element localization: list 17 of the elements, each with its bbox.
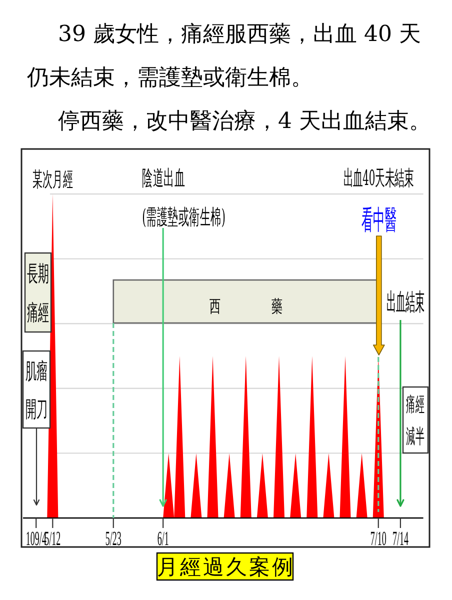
text: 西藥 xyxy=(209,298,282,317)
x-tick-label: 6/1 xyxy=(157,528,169,550)
x-tick-label: 7/14 xyxy=(392,528,409,550)
x-tick-label: 109/4 xyxy=(26,528,46,550)
ref-line-label: 陰道出血 (需護墊或衛生棉) xyxy=(142,166,226,230)
annotation: 某次月經 xyxy=(32,167,73,192)
chart-title: 39 歲女性，痛經服西藥，出血 40 天仍未結束，需護墊或衛生棉。 xyxy=(26,22,421,90)
annotation: 痛經減半 xyxy=(406,393,425,448)
text: 出血40天未結束 xyxy=(343,166,414,190)
ref-line-label: 出血結束 xyxy=(386,288,424,317)
x-tick-label: 7/10 xyxy=(370,528,387,550)
text: 月經過久案例 xyxy=(157,555,295,580)
annotation: 長期痛經 xyxy=(27,262,49,326)
annotation: 肌瘤開刀 xyxy=(26,359,48,423)
annotation: 看中醫 xyxy=(361,204,396,236)
chart-subtitle: 停西藥，改中醫治療，4 天出血結束。 xyxy=(58,109,431,134)
x-tick-label: 5/23 xyxy=(105,528,122,550)
